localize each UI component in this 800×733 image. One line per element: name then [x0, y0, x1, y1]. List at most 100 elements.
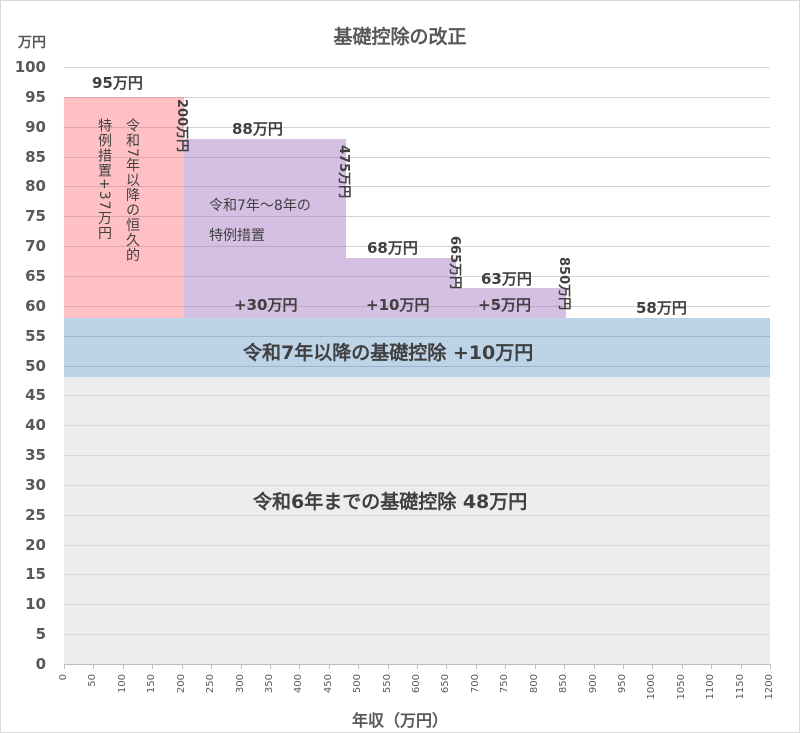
x-tick-mark [299, 664, 300, 669]
y-tick-label: 50 [25, 356, 46, 375]
x-tick-mark [535, 664, 536, 669]
x-tick-label: 600 [411, 674, 422, 694]
x-tick-label: 200 [175, 674, 187, 694]
y-tick-label: 45 [25, 386, 46, 405]
gridline [64, 455, 770, 456]
gridline [64, 545, 770, 546]
x-tick-mark [211, 664, 212, 669]
label-gray-band: 令和6年までの基礎控除 48万円 [253, 491, 528, 513]
label-total-95: 95万円 [92, 74, 143, 92]
x-tick-label: 800 [528, 674, 540, 694]
x-tick-mark [388, 664, 389, 669]
y-tick-label: 20 [25, 535, 46, 554]
y-tick-label: 70 [25, 237, 46, 256]
x-tick-mark [652, 664, 653, 669]
x-tick-label: 950 [616, 674, 628, 694]
chart-title: 基礎控除の改正 [333, 26, 467, 48]
gridline [64, 485, 770, 486]
gridline [64, 127, 770, 128]
x-tick-mark [64, 664, 65, 669]
y-tick-label: 5 [35, 625, 46, 644]
gridline [64, 634, 770, 635]
x-tick-mark [358, 664, 359, 669]
x-tick-label: 250 [205, 674, 217, 694]
x-tick-label: 400 [293, 674, 305, 694]
gridline [64, 157, 770, 158]
x-tick-label: 750 [499, 674, 511, 694]
region-special-10 [346, 258, 456, 318]
x-tick-mark [623, 664, 624, 669]
x-tick-mark [564, 664, 565, 669]
label-total-68: 68万円 [367, 239, 418, 257]
x-tick-label: 1050 [675, 674, 687, 700]
gridline [64, 604, 770, 605]
label-total-63: 63万円 [481, 270, 532, 288]
gridline [64, 515, 770, 516]
x-tick-label: 1100 [705, 674, 717, 700]
label-total-88: 88万円 [232, 120, 283, 138]
x-tick-mark [329, 664, 330, 669]
y-tick-label: 35 [25, 446, 46, 465]
gridline [64, 67, 770, 68]
x-tick-mark [476, 664, 477, 669]
y-tick-label: 95 [25, 87, 46, 106]
x-tick-mark [241, 664, 242, 669]
x-tick-label: 450 [322, 674, 334, 694]
x-tick-label: 1000 [646, 674, 658, 700]
x-tick-label: 50 [87, 674, 99, 687]
label-threshold-200: 200万円 [174, 99, 189, 153]
x-tick-label: 150 [146, 674, 158, 694]
y-tick-label: 60 [25, 296, 46, 315]
region-special-5 [456, 288, 566, 318]
x-tick-label: 650 [440, 674, 452, 694]
x-tick-mark [682, 664, 683, 669]
y-tick-label: 85 [25, 147, 46, 166]
y-tick-label: 65 [25, 266, 46, 285]
x-tick-label: 500 [352, 674, 364, 694]
x-tick-mark [417, 664, 418, 669]
label-threshold-665: 665万円 [447, 236, 462, 290]
y-tick-label: 0 [35, 655, 46, 673]
x-axis-label: 年収（万円） [351, 711, 448, 730]
label-add-5: +5万円 [478, 296, 532, 314]
x-tick-mark [770, 664, 771, 669]
gridline [64, 276, 770, 277]
y-tick-label: 55 [25, 326, 46, 345]
region-base-48 [64, 377, 770, 664]
x-tick-mark [182, 664, 183, 669]
y-tick-label: 100 [14, 58, 46, 76]
gridline [64, 425, 770, 426]
label-purple-line2: 特例措置 [209, 228, 265, 244]
x-tick-label: 100 [116, 674, 128, 694]
x-tick-mark [446, 664, 447, 669]
y-tick-label: 90 [25, 117, 46, 136]
gridline [64, 395, 770, 396]
label-pink-col1: 特例措置+37万円 [96, 118, 112, 241]
x-tick-mark [152, 664, 153, 669]
y-tick-label: 30 [25, 475, 46, 494]
region-plus10 [64, 318, 770, 377]
gridline [64, 366, 770, 367]
x-tick-label: 350 [263, 674, 275, 694]
x-tick-mark [123, 664, 124, 669]
y-axis-unit: 万円 [18, 35, 46, 51]
x-tick-label: 1150 [734, 674, 746, 700]
x-tick-mark [711, 664, 712, 669]
y-tick-label: 15 [25, 565, 46, 584]
label-threshold-850: 850万円 [556, 257, 571, 311]
region-special-30 [184, 139, 346, 318]
x-tick-label: 550 [381, 674, 393, 694]
region-permanent-37 [64, 97, 184, 318]
gridline [64, 336, 770, 337]
label-total-58: 58万円 [636, 299, 687, 317]
label-blue-band: 令和7年以降の基礎控除 +10万円 [243, 342, 534, 364]
x-tick-mark [93, 664, 94, 669]
gridline [64, 216, 770, 217]
label-add-10: +10万円 [366, 296, 430, 314]
y-tick-label: 80 [25, 177, 46, 196]
gridline [64, 186, 770, 187]
x-tick-label: 300 [234, 674, 246, 694]
label-add-30: +30万円 [234, 296, 298, 314]
x-tick-label: 850 [558, 674, 570, 694]
gridline [64, 574, 770, 575]
